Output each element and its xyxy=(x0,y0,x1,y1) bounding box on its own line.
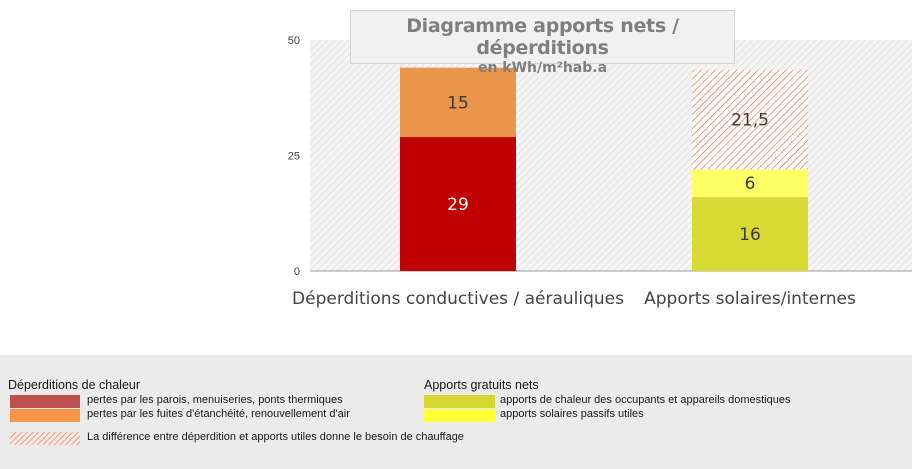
legend-heading-deperditions: Déperditions de chaleur xyxy=(8,378,141,392)
chart-subtitle: en kWh/m²hab.a xyxy=(477,60,608,76)
data-label-0-0: 29 xyxy=(447,195,469,215)
legend-swatch-solaires xyxy=(424,409,495,422)
chart-title-box: Diagramme apports nets / déperditions en… xyxy=(350,10,735,76)
legend-swatch-besoin xyxy=(10,432,80,445)
y-tick-label-0: 0 xyxy=(294,266,300,278)
legend-label-solaires: apports solaires passifs utiles xyxy=(500,408,644,420)
bar-segment-1-4 xyxy=(692,70,808,170)
legend-label-occupants: apports de chaleur des occupants et appa… xyxy=(500,394,791,406)
legend-label-besoin: La différence entre déperdition et appor… xyxy=(87,431,464,443)
data-label-1-3: 6 xyxy=(745,174,756,194)
legend-panel: Déperditions de chaleur Apports gratuits… xyxy=(0,355,912,469)
y-tick-label-2: 50 xyxy=(288,35,300,47)
legend-label-parois: pertes par les parois, menuiseries, pont… xyxy=(87,394,343,406)
category-label-0: Déperditions conductives / aérauliques xyxy=(292,289,624,309)
legend-swatch-fuites xyxy=(10,409,80,422)
data-label-1-4: 21,5 xyxy=(731,111,769,131)
bar-segment-0-1 xyxy=(400,67,516,138)
bar-segment-0-0 xyxy=(400,137,516,271)
legend-swatch-parois xyxy=(10,395,80,408)
data-label-1-2: 16 xyxy=(739,225,761,245)
y-tick-label-1: 25 xyxy=(288,151,300,163)
bar-segment-1-3 xyxy=(692,169,808,198)
category-label-1: Apports solaires/internes xyxy=(644,289,856,309)
legend-swatch-occupants xyxy=(424,395,495,408)
chart-title: Diagramme apports nets / déperditions xyxy=(406,15,679,59)
data-label-0-1: 15 xyxy=(447,93,469,113)
chart-area: 0 25 50 29 15 16 6 21,5 Déperditions conductiv… xyxy=(288,35,912,309)
legend-label-fuites: pertes par les fuites d'étanchéité, reno… xyxy=(87,408,350,420)
bar-segment-1-2 xyxy=(692,197,808,271)
legend-heading-apports: Apports gratuits nets xyxy=(424,378,539,392)
